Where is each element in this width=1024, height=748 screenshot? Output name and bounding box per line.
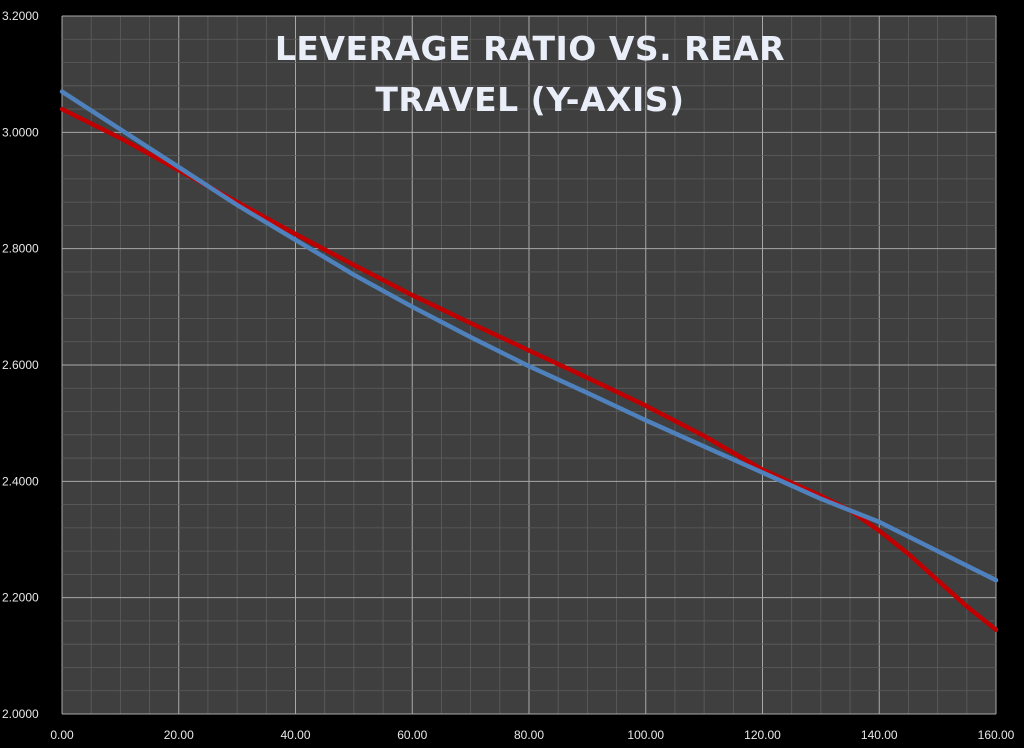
y-tick-label: 3.2000: [2, 9, 39, 23]
y-tick-label: 2.2000: [2, 591, 39, 605]
chart-title-line-2: TRAVEL (Y-AXIS): [375, 80, 684, 119]
y-tick-label: 2.6000: [2, 358, 39, 372]
x-tick-label: 40.00: [280, 728, 310, 742]
series-line-2: [59, 89, 999, 583]
series-lines: [59, 89, 999, 632]
x-tick-label: 60.00: [397, 728, 427, 742]
gridlines: [61, 15, 997, 715]
x-tick-label: 160.00: [978, 728, 1015, 742]
series-line-1: [59, 106, 999, 632]
chart-title-line-1: LEVERAGE RATIO VS. REAR: [275, 29, 785, 68]
x-tick-label: 0.00: [50, 728, 74, 742]
x-tick-label: 100.00: [627, 728, 664, 742]
x-tick-label: 80.00: [514, 728, 544, 742]
y-tick-label: 2.8000: [2, 242, 39, 256]
y-tick-label: 3.0000: [2, 125, 39, 139]
y-tick-label: 2.4000: [2, 474, 39, 488]
x-tick-label: 140.00: [861, 728, 898, 742]
y-tick-label: 2.0000: [2, 707, 39, 721]
x-tick-label: 20.00: [164, 728, 194, 742]
tick-labels: 0.00 20.00 40.00 60.00 80.00 100.00 120.00 140.…: [2, 9, 1015, 742]
x-tick-label: 120.00: [744, 728, 781, 742]
